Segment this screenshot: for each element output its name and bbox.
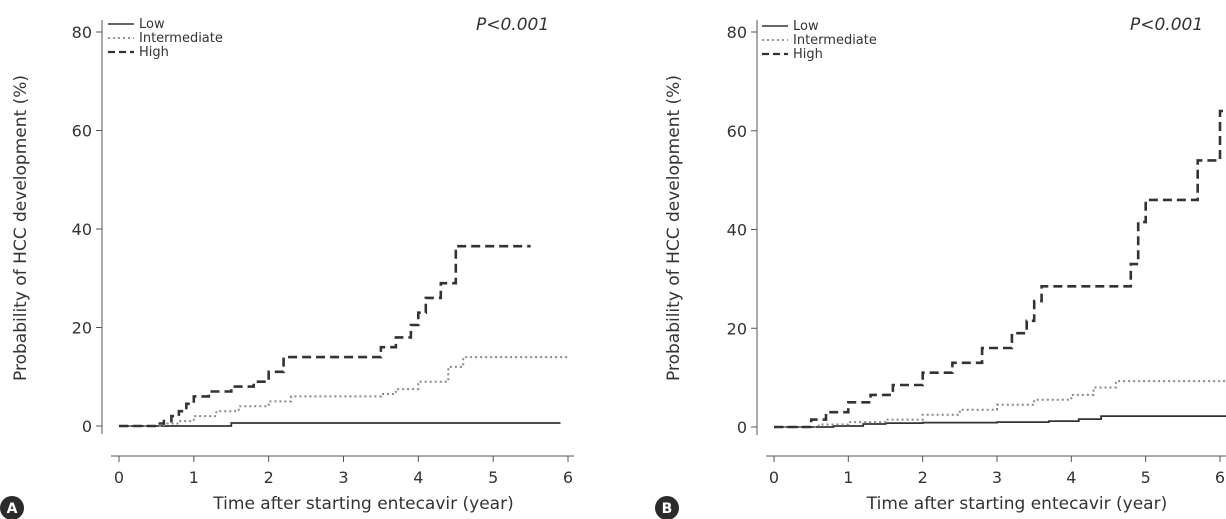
panel-badge-circle — [0, 496, 24, 519]
panel-badge-circle — [655, 496, 679, 519]
x-tick-label: 6 — [1215, 468, 1225, 487]
x-tick-label: 3 — [338, 468, 348, 487]
y-tick-label: 20 — [727, 319, 747, 338]
x-tick-label: 1 — [189, 468, 199, 487]
legend-label-high: High — [139, 45, 169, 60]
chart-panel-b: 0 20 40 60 80 0 1 2 3 4 5 6 Time after starting ente… — [655, 15, 1226, 519]
y-tick-label: 20 — [72, 319, 92, 338]
series-line-low — [774, 415, 1226, 428]
legend-label-low: Low — [793, 19, 819, 34]
x-tick-label: 2 — [264, 468, 274, 487]
series-line-high — [119, 244, 531, 428]
series-line-low — [119, 422, 561, 427]
series-line-intermediate — [119, 356, 568, 427]
y-tick-label: 80 — [727, 23, 747, 42]
panel-badge-label: B — [662, 501, 673, 517]
x-tick-label: 5 — [1141, 468, 1151, 487]
series-line-intermediate — [774, 380, 1226, 428]
y-axis-label: Probability of HCC development (%) — [11, 75, 31, 381]
chart-panel-a: 0 20 40 60 80 0 1 2 3 4 5 6 Time after starting ente… — [0, 15, 574, 519]
p-value-annotation: P<0.001 — [1130, 15, 1203, 35]
x-tick-label: 0 — [114, 468, 124, 487]
legend-label-intermediate: Intermediate — [793, 33, 877, 48]
p-value-annotation: P<0.001 — [476, 15, 549, 35]
x-tick-label: 4 — [413, 468, 423, 487]
y-tick-label: 60 — [72, 122, 92, 141]
legend-label-high: High — [793, 47, 823, 62]
x-tick-label: 0 — [769, 468, 779, 487]
y-axis-label: Probability of HCC development (%) — [664, 75, 684, 381]
legend-label-intermediate: Intermediate — [139, 31, 223, 46]
x-tick-label: 2 — [918, 468, 928, 487]
legend-label-low: Low — [139, 17, 165, 32]
y-tick-label: 0 — [737, 418, 747, 437]
x-tick-label: 6 — [563, 468, 573, 487]
x-tick-label: 4 — [1066, 468, 1076, 487]
y-tick-label: 80 — [72, 23, 92, 42]
x-axis-label: Time after starting entecavir (year) — [212, 494, 513, 514]
panel-badge-label: A — [7, 501, 18, 517]
y-tick-label: 40 — [727, 221, 747, 240]
y-tick-label: 60 — [727, 122, 747, 141]
y-tick-label: 40 — [72, 220, 92, 239]
series-line-high — [774, 109, 1226, 429]
x-tick-label: 1 — [843, 468, 853, 487]
x-tick-label: 5 — [488, 468, 498, 487]
x-tick-label: 3 — [992, 468, 1002, 487]
x-axis-label: Time after starting entecavir (year) — [866, 494, 1167, 514]
y-tick-label: 0 — [82, 417, 92, 436]
